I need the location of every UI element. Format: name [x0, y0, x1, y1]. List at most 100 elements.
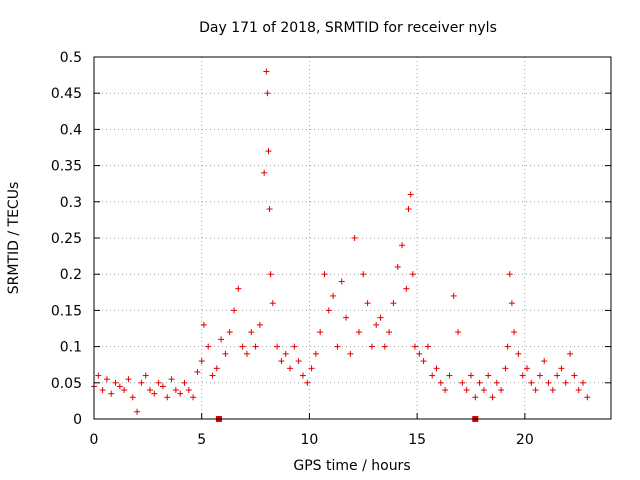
- data-point: [416, 350, 423, 357]
- data-point: [256, 321, 263, 328]
- y-tick-label: 0.3: [60, 195, 82, 211]
- data-point: [263, 68, 270, 75]
- data-point: [489, 394, 496, 401]
- data-point: [278, 358, 285, 365]
- data-point: [567, 350, 574, 357]
- data-point: [536, 372, 543, 379]
- data-point: [420, 358, 427, 365]
- data-point: [480, 387, 487, 394]
- data-point: [523, 365, 530, 372]
- data-point: [243, 350, 250, 357]
- data-point: [213, 365, 220, 372]
- data-point: [485, 372, 492, 379]
- data-point: [198, 358, 205, 365]
- data-point: [411, 343, 418, 350]
- y-tick-label: 0.05: [51, 376, 82, 392]
- data-point: [177, 390, 184, 397]
- data-point: [549, 387, 556, 394]
- data-point: [274, 343, 281, 350]
- data-point: [355, 329, 362, 336]
- data-point: [261, 169, 268, 176]
- data-point: [218, 336, 225, 343]
- data-point: [190, 394, 197, 401]
- data-point: [159, 383, 166, 390]
- x-axis-title: GPS time / hours: [293, 458, 410, 474]
- data-point: [424, 343, 431, 350]
- data-point: [287, 365, 294, 372]
- data-point: [541, 358, 548, 365]
- data-point: [511, 329, 518, 336]
- data-point: [403, 285, 410, 292]
- data-point: [99, 387, 106, 394]
- data-point: [308, 365, 315, 372]
- data-point: [269, 300, 276, 307]
- data-point: [459, 379, 466, 386]
- data-point: [151, 390, 158, 397]
- data-point: [321, 271, 328, 278]
- data-point: [338, 278, 345, 285]
- y-tick-label: 0.1: [60, 340, 82, 356]
- y-axis-title: SRMTID / TECUs: [6, 182, 22, 295]
- data-point: [231, 307, 238, 314]
- data-point: [129, 394, 136, 401]
- data-point: [194, 368, 201, 375]
- data-point: [347, 350, 354, 357]
- data-point: [265, 148, 272, 155]
- data-point: [467, 372, 474, 379]
- data-point: [317, 329, 324, 336]
- data-point: [368, 343, 375, 350]
- data-point: [364, 300, 371, 307]
- data-point: [504, 343, 511, 350]
- data-point: [584, 394, 591, 401]
- data-point: [121, 387, 128, 394]
- data-point: [506, 271, 513, 278]
- y-tick-label: 0.2: [60, 267, 82, 283]
- data-point: [498, 387, 505, 394]
- data-point: [399, 242, 406, 249]
- data-point: [235, 285, 242, 292]
- data-point: [330, 292, 337, 299]
- data-point: [455, 329, 462, 336]
- x-tick-label: 5: [197, 432, 206, 448]
- data-point: [264, 90, 271, 97]
- data-point: [360, 271, 367, 278]
- data-point: [172, 387, 179, 394]
- data-point: [437, 379, 444, 386]
- data-point: [390, 300, 397, 307]
- data-point: [446, 372, 453, 379]
- y-tick-label: 0.15: [51, 303, 82, 319]
- data-point: [472, 394, 479, 401]
- y-tick-label: 0.35: [51, 159, 82, 175]
- data-point: [209, 372, 216, 379]
- data-point: [575, 387, 582, 394]
- tick-layer: 0 5 10 15 20 0 0.05 0.1 0.15 0.2 0.25 0.3 0.35 0.4 0.4…: [51, 50, 611, 448]
- data-point: [147, 387, 154, 394]
- data-point: [405, 206, 412, 213]
- data-point: [295, 358, 302, 365]
- data-point: [519, 372, 526, 379]
- y-tick-label: 0.25: [51, 231, 82, 247]
- data-point: [181, 379, 188, 386]
- data-point: [407, 191, 414, 198]
- data-point: [351, 235, 358, 241]
- data-point: [134, 408, 141, 415]
- data-point: [571, 372, 578, 379]
- data-point: [125, 376, 132, 383]
- data-point: [381, 343, 388, 350]
- data-point: [476, 379, 483, 386]
- marks-layer: [91, 68, 591, 422]
- data-point: [164, 394, 171, 401]
- data-point: [168, 376, 175, 383]
- data-point: [579, 379, 586, 386]
- data-point: [429, 372, 436, 379]
- data-point: [266, 206, 273, 213]
- data-point: [252, 343, 259, 350]
- x-tick-label: 0: [90, 432, 99, 448]
- grid-layer: [94, 57, 611, 419]
- data-point: [185, 387, 192, 394]
- data-point: [299, 372, 306, 379]
- data-point: [343, 314, 350, 321]
- data-point: [450, 292, 457, 299]
- data-point: [142, 372, 149, 379]
